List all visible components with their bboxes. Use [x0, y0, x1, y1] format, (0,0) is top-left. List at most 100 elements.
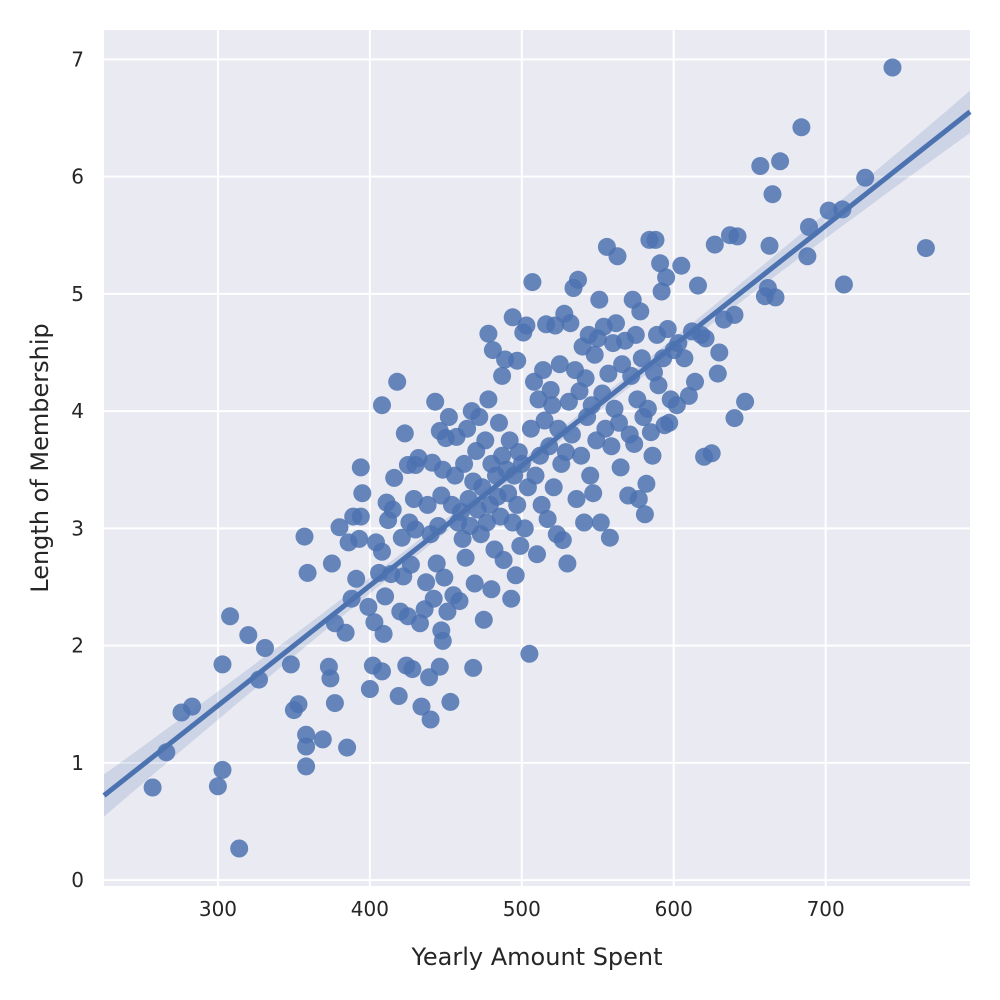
data-point [553, 531, 572, 550]
data-point [347, 569, 366, 588]
data-point [456, 548, 475, 567]
data-point [482, 580, 501, 599]
data-point [388, 372, 407, 391]
data-point [686, 372, 704, 391]
data-point [798, 247, 817, 266]
y-tick-label: 6 [71, 165, 84, 189]
data-point [637, 474, 656, 493]
data-point [213, 760, 232, 779]
x-tick-label: 400 [351, 897, 389, 921]
data-point [297, 757, 316, 776]
data-point [591, 513, 610, 532]
data-point [430, 657, 449, 676]
data-point [819, 201, 838, 220]
data-point [528, 545, 546, 564]
data-point [401, 555, 420, 574]
data-point [532, 495, 551, 514]
data-point [576, 369, 595, 388]
data-point [385, 468, 404, 487]
data-point [230, 839, 249, 858]
data-point [575, 513, 594, 532]
data-point [702, 444, 721, 463]
data-point [599, 364, 618, 383]
data-point [569, 270, 587, 289]
data-point [351, 458, 370, 477]
data-point [541, 381, 560, 399]
data-point [728, 227, 747, 246]
data-point [359, 597, 378, 616]
data-point [417, 573, 436, 592]
data-point [464, 658, 483, 677]
data-point [672, 256, 691, 275]
data-point [297, 725, 316, 744]
data-point [660, 413, 679, 432]
data-point [771, 152, 790, 171]
data-point [800, 218, 818, 236]
data-point [493, 366, 512, 385]
data-point [638, 399, 657, 418]
data-point [494, 551, 513, 569]
data-point [649, 376, 668, 395]
data-point [411, 614, 429, 633]
data-point [506, 566, 525, 585]
regression-line-path [102, 109, 972, 798]
data-point [760, 236, 779, 255]
data-point [351, 507, 370, 526]
data-point [404, 490, 423, 508]
data-point [751, 157, 770, 175]
data-point [465, 574, 484, 593]
data-point [325, 694, 344, 713]
data-point [675, 349, 694, 368]
data-point [479, 390, 498, 409]
data-point [493, 446, 512, 465]
data-point [538, 510, 557, 528]
y-tick-label: 3 [71, 516, 84, 540]
data-point [424, 589, 443, 608]
data-point [373, 396, 391, 415]
data-point [534, 361, 553, 380]
data-point [336, 623, 355, 642]
y-tick-label: 1 [71, 751, 84, 775]
data-point [313, 730, 332, 749]
data-point [856, 168, 875, 187]
data-point [476, 431, 495, 450]
data-point [608, 247, 627, 266]
data-point [376, 587, 395, 606]
data-point [508, 495, 527, 514]
data-point [708, 364, 727, 383]
data-point [631, 302, 650, 321]
data-point [883, 58, 902, 77]
data-point [441, 692, 460, 711]
data-point [330, 518, 349, 537]
data-point [600, 528, 619, 547]
x-tick-labels: 300 400 500 600 700 [199, 897, 845, 921]
data-point [503, 308, 522, 327]
data-point [705, 235, 724, 254]
data-point [470, 408, 489, 426]
data-point [585, 345, 604, 364]
data-point [641, 423, 660, 442]
data-point [383, 500, 402, 519]
data-point [360, 680, 379, 698]
x-tick-label: 300 [199, 897, 237, 921]
data-point [183, 697, 202, 716]
data-point [535, 411, 554, 430]
data-point [526, 466, 545, 485]
data-point [418, 495, 437, 514]
data-point [221, 607, 240, 626]
data-point [490, 413, 508, 432]
x-tick-label: 700 [807, 897, 845, 921]
data-point [520, 644, 539, 663]
data-point [143, 778, 162, 797]
y-tick-label: 4 [71, 399, 84, 423]
y-tick-label: 7 [71, 47, 84, 71]
data-point [213, 655, 232, 674]
data-point [572, 446, 591, 465]
data-point [508, 351, 527, 370]
data-point [607, 314, 625, 333]
data-point [435, 568, 454, 587]
data-point [646, 230, 665, 249]
data-point [389, 687, 408, 705]
data-points [143, 58, 935, 858]
